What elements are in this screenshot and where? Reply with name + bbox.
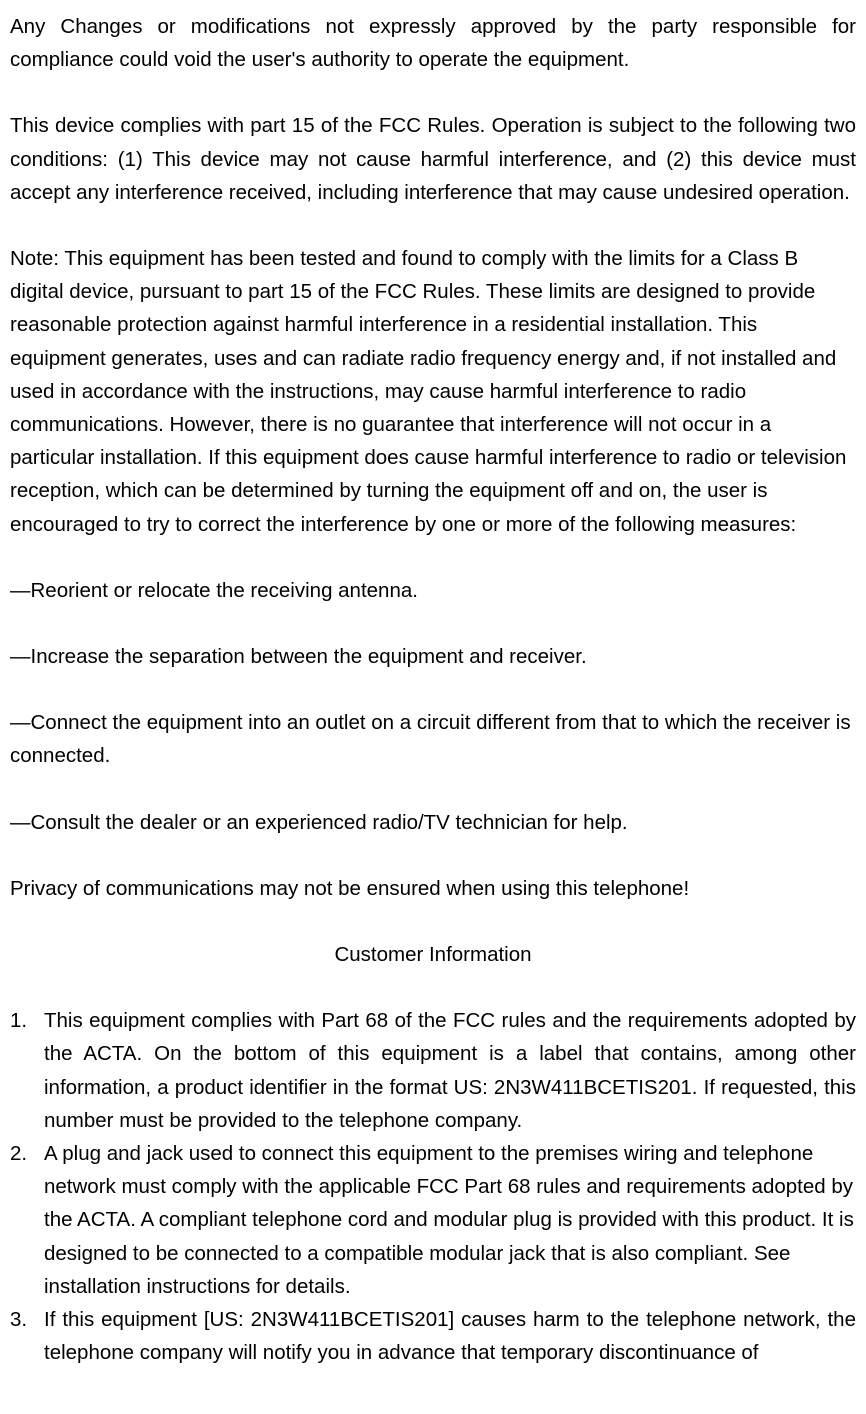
spacer	[10, 971, 856, 1004]
measure-separation: —Increase the separation between the equ…	[10, 640, 856, 673]
spacer	[10, 76, 856, 109]
privacy-warning: Privacy of communications may not be ens…	[10, 872, 856, 905]
list-text: If this equipment [US: 2N3W411BCETIS201]…	[44, 1303, 856, 1369]
list-item: 1. This equipment complies with Part 68 …	[10, 1004, 856, 1137]
list-number: 2.	[10, 1137, 44, 1303]
list-item: 2. A plug and jack used to connect this …	[10, 1137, 856, 1303]
measure-reorient: —Reorient or relocate the receiving ante…	[10, 574, 856, 607]
spacer	[10, 541, 856, 574]
measure-consult: —Consult the dealer or an experienced ra…	[10, 806, 856, 839]
spacer	[10, 839, 856, 872]
measure-outlet: —Connect the equipment into an outlet on…	[10, 706, 856, 772]
paragraph-part15-conditions: This device complies with part 15 of the…	[10, 109, 856, 209]
list-number: 3.	[10, 1303, 44, 1369]
spacer	[10, 209, 856, 242]
spacer	[10, 673, 856, 706]
paragraph-changes-warning: Any Changes or modifications not express…	[10, 10, 856, 76]
spacer	[10, 905, 856, 938]
spacer	[10, 773, 856, 806]
heading-customer-information: Customer Information	[10, 938, 856, 971]
spacer	[10, 607, 856, 640]
list-item: 3. If this equipment [US: 2N3W411BCETIS2…	[10, 1303, 856, 1369]
numbered-list: 1. This equipment complies with Part 68 …	[10, 1004, 856, 1369]
list-text: This equipment complies with Part 68 of …	[44, 1004, 856, 1137]
list-number: 1.	[10, 1004, 44, 1137]
paragraph-class-b-note: Note: This equipment has been tested and…	[10, 242, 856, 541]
list-text: A plug and jack used to connect this equ…	[44, 1137, 856, 1303]
